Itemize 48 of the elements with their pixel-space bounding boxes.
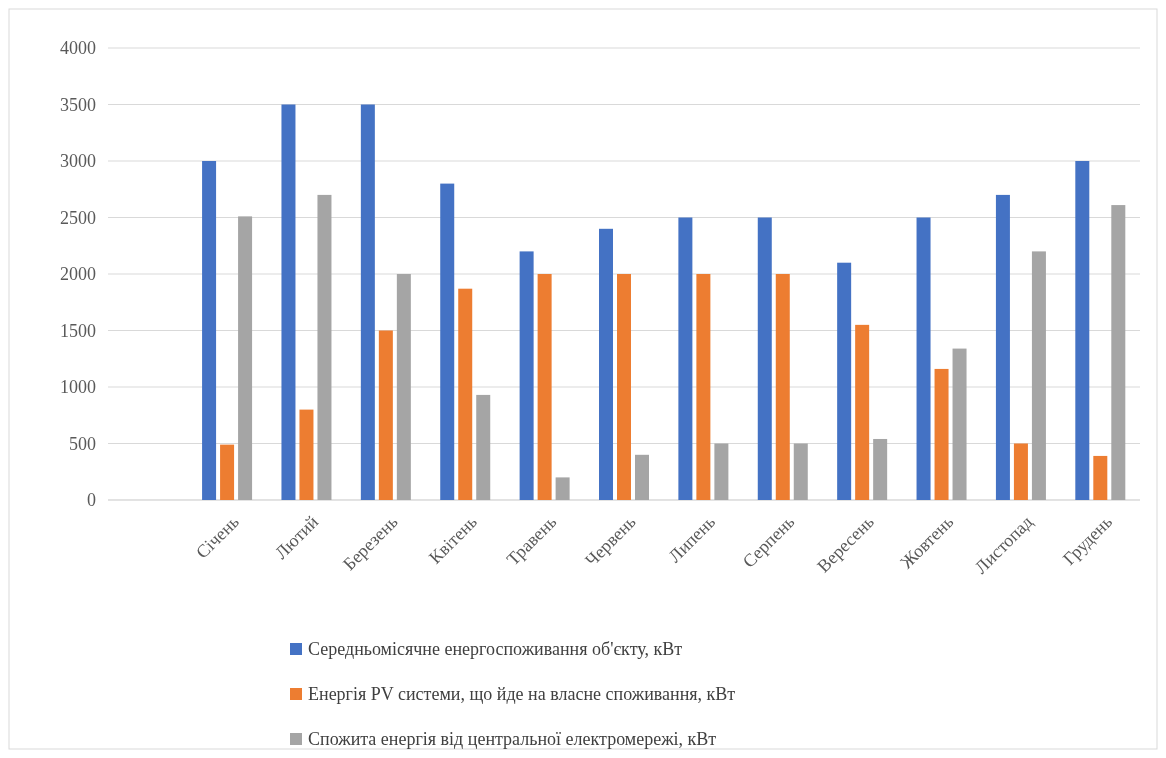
legend-label: Енергія PV системи, що йде на власне споживання, кВт [308, 684, 736, 705]
bar [934, 368, 949, 500]
bar [440, 183, 455, 500]
y-tick-label: 4000 [60, 38, 96, 59]
y-tick-label: 3000 [60, 151, 96, 172]
bar [238, 216, 253, 500]
bar [360, 104, 375, 500]
bar [696, 274, 711, 500]
bar [555, 477, 570, 500]
bar [519, 251, 534, 500]
y-tick-label: 2500 [60, 207, 96, 228]
legend-label: Спожита енергія від центральної електромережі, кВт [308, 729, 717, 750]
bar [775, 274, 790, 500]
legend-label: Середньомісячне енергоспоживання об'єкту, кВт [308, 639, 683, 660]
bar [855, 324, 870, 500]
bar [599, 228, 613, 500]
bar [678, 217, 693, 500]
bar [281, 104, 296, 500]
y-tick-label: 1000 [60, 377, 96, 398]
bar [378, 330, 393, 500]
bar [995, 194, 1010, 500]
bar [317, 194, 332, 500]
bar [396, 274, 411, 500]
bar [952, 348, 967, 500]
bar [617, 274, 631, 500]
bar [873, 438, 888, 500]
bar [1075, 161, 1090, 500]
y-tick-label: 2000 [60, 264, 96, 285]
y-tick-label: 3500 [60, 94, 96, 115]
bar [299, 409, 314, 500]
y-tick-label: 1500 [60, 320, 96, 341]
bar [202, 161, 217, 500]
bar [916, 217, 931, 500]
bar [537, 274, 552, 500]
bar [1031, 251, 1046, 500]
bar [1093, 455, 1108, 500]
bar [1111, 205, 1126, 500]
bar [1013, 443, 1028, 500]
bar [714, 443, 729, 500]
bar [635, 454, 649, 500]
bar [220, 444, 235, 500]
bar [757, 217, 772, 500]
y-tick-label: 500 [69, 433, 96, 454]
bar [458, 288, 473, 500]
y-tick-label: 0 [87, 490, 96, 511]
bar [476, 394, 491, 500]
bar [793, 443, 808, 500]
bar [837, 262, 852, 500]
